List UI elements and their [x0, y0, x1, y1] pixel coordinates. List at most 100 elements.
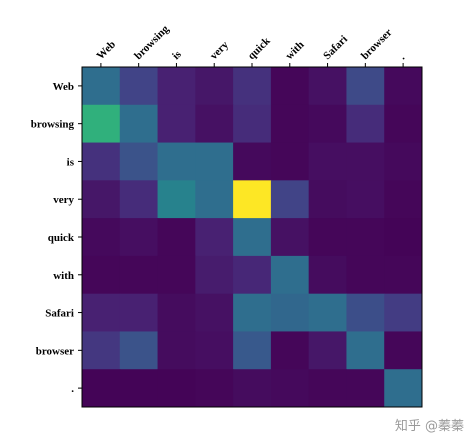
heatmap-cell — [308, 293, 347, 332]
heatmap-cell — [384, 142, 423, 181]
heatmap-cell — [157, 369, 196, 408]
heatmap-cell — [270, 331, 310, 370]
heatmap-cell — [195, 331, 234, 370]
heatmap-cell — [157, 142, 196, 181]
heatmap-cell — [82, 218, 121, 257]
heatmap-cell — [308, 67, 347, 106]
y-tick-label: quick — [48, 232, 75, 244]
heatmap-cell — [195, 67, 234, 106]
heatmap-cell — [119, 293, 159, 332]
heatmap-cell — [308, 255, 347, 295]
heatmap-cell — [119, 331, 159, 370]
heatmap-cell — [233, 255, 272, 295]
heatmap-cell — [119, 255, 159, 295]
heatmap-cell — [157, 104, 196, 144]
heatmap-cell — [384, 331, 423, 370]
x-tick-label: . — [397, 52, 408, 63]
heatmap-cell — [346, 67, 385, 106]
heatmap-cell — [82, 180, 121, 219]
heatmap-cell — [119, 218, 159, 257]
y-tick-label: is — [67, 156, 75, 168]
heatmap-cell — [384, 67, 423, 106]
heatmap-cell — [233, 293, 272, 332]
heatmap-cell — [233, 369, 272, 408]
heatmap-cell — [270, 67, 310, 106]
heatmap-cell — [384, 180, 423, 219]
heatmap-cell — [346, 293, 385, 332]
heatmap-cell — [119, 104, 159, 144]
heatmap-cell — [346, 218, 385, 257]
x-tick-label: browsing — [132, 23, 171, 62]
heatmap-cell — [270, 218, 310, 257]
y-tick-label: with — [53, 270, 74, 282]
heatmap-cell — [384, 293, 423, 332]
heatmap-cell — [119, 142, 159, 181]
y-axis-ticks: Web browsing is very quick with Safari browser. — [31, 81, 82, 395]
heatmap-cell — [82, 142, 121, 181]
heatmap-cell — [157, 293, 196, 332]
heatmap-cell — [233, 67, 272, 106]
heatmap-cell — [308, 142, 347, 181]
heatmap-cell — [233, 104, 272, 144]
heatmap-cell — [157, 180, 196, 219]
watermark-text: 知乎 @蓁蓁 — [394, 419, 464, 434]
heatmap-cell — [270, 293, 310, 332]
heatmap-cell — [119, 180, 159, 219]
heatmap-cell — [82, 331, 121, 370]
y-tick-label: Web — [53, 81, 74, 93]
heatmap-cell — [308, 369, 347, 408]
heatmap-cell — [82, 293, 121, 332]
y-tick-label: Safari — [45, 308, 74, 320]
x-tick-label: browser — [359, 26, 395, 62]
heatmap-cell — [346, 331, 385, 370]
heatmap-cell — [195, 255, 234, 295]
heatmap-cell — [195, 104, 234, 144]
heatmap-cell — [157, 255, 196, 295]
heatmap-cell — [384, 104, 423, 144]
heatmap-cell — [157, 67, 196, 106]
heatmap-cell — [308, 180, 347, 219]
x-tick-label: is — [170, 48, 184, 62]
heatmap-cell — [308, 331, 347, 370]
heatmap-cell — [82, 369, 121, 408]
x-tick-label: with — [283, 39, 306, 62]
heatmap-cell — [157, 331, 196, 370]
y-tick-label: . — [71, 383, 74, 395]
y-tick-label: browsing — [31, 119, 75, 131]
heatmap-cell — [195, 369, 234, 408]
heatmap-cell — [195, 218, 234, 257]
x-tick-label: Safari — [321, 33, 350, 62]
heatmap-cell — [384, 218, 423, 257]
heatmap-cell — [195, 180, 234, 219]
heatmap-cell — [195, 142, 234, 181]
x-tick-label: very — [208, 39, 232, 63]
heatmap-cell — [384, 255, 423, 295]
heatmap-cell — [233, 142, 272, 181]
x-tick-label: Web — [95, 38, 119, 62]
heatmap-cell — [346, 180, 385, 219]
heatmap-cell — [384, 369, 423, 408]
y-tick-label: browser — [36, 345, 74, 357]
heatmap-cells — [82, 67, 423, 408]
heatmap-cell — [195, 293, 234, 332]
heatmap-cell — [270, 104, 310, 144]
heatmap-cell — [233, 180, 272, 219]
y-tick-label: very — [53, 194, 74, 206]
heatmap-cell — [157, 218, 196, 257]
heatmap-cell — [308, 218, 347, 257]
heatmap-cell — [308, 104, 347, 144]
heatmap-cell — [233, 331, 272, 370]
heatmap-cell — [346, 142, 385, 181]
heatmap-cell — [270, 255, 310, 295]
heatmap-cell — [82, 104, 121, 144]
heatmap-cell — [270, 369, 310, 408]
heatmap-cell — [270, 180, 310, 219]
heatmap-cell — [233, 218, 272, 257]
heatmap-cell — [346, 104, 385, 144]
heatmap-cell — [346, 369, 385, 408]
x-tick-label: quick — [246, 34, 274, 62]
heatmap-cell — [119, 369, 159, 408]
heatmap-cell — [119, 67, 159, 106]
